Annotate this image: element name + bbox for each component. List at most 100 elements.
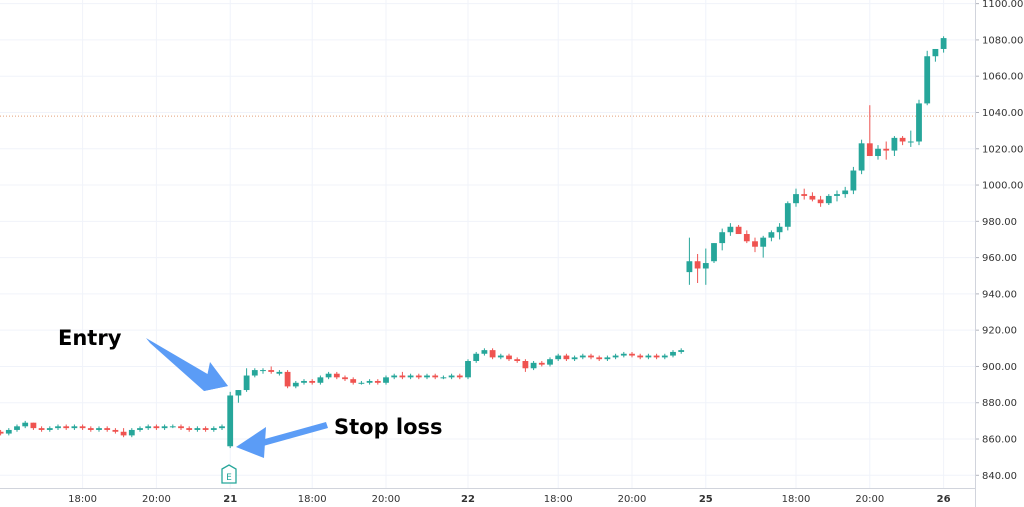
candle[interactable] — [22, 420, 29, 429]
candle[interactable] — [801, 188, 808, 200]
candle[interactable] — [907, 130, 914, 147]
candle[interactable] — [210, 426, 217, 432]
candle[interactable] — [686, 237, 693, 285]
candle[interactable] — [14, 424, 20, 432]
candles[interactable] — [0, 36, 947, 449]
candle[interactable] — [825, 194, 832, 205]
candle[interactable] — [268, 366, 275, 374]
candle[interactable] — [358, 380, 365, 385]
candle[interactable] — [883, 141, 890, 160]
candle[interactable] — [260, 368, 266, 374]
candle[interactable] — [899, 136, 906, 146]
candle[interactable] — [399, 371, 406, 380]
candle[interactable] — [46, 426, 53, 432]
candle[interactable] — [38, 426, 45, 432]
candle[interactable] — [588, 353, 594, 360]
candle[interactable] — [735, 224, 742, 235]
candle[interactable] — [711, 243, 717, 264]
candle[interactable] — [612, 353, 619, 360]
candle[interactable] — [579, 353, 586, 360]
candle[interactable] — [571, 355, 578, 362]
candle[interactable] — [784, 201, 791, 231]
candle[interactable] — [432, 373, 439, 380]
candle[interactable] — [194, 426, 201, 432]
candle[interactable] — [301, 379, 307, 385]
candle[interactable] — [456, 373, 463, 380]
candle[interactable] — [342, 375, 348, 381]
candle[interactable] — [284, 370, 291, 389]
candle[interactable] — [251, 368, 258, 378]
candle[interactable] — [186, 426, 193, 432]
candle[interactable] — [243, 368, 250, 392]
candle[interactable] — [875, 145, 881, 160]
candle[interactable] — [71, 424, 78, 430]
candle[interactable] — [563, 353, 570, 362]
candle[interactable] — [653, 353, 660, 360]
candle[interactable] — [465, 359, 471, 380]
candle[interactable] — [620, 351, 627, 358]
candle[interactable] — [530, 361, 537, 371]
candle[interactable] — [276, 370, 283, 376]
candle[interactable] — [383, 375, 389, 385]
candle[interactable] — [506, 353, 512, 362]
candle[interactable] — [661, 353, 668, 360]
candle[interactable] — [0, 429, 4, 436]
candle[interactable] — [153, 424, 160, 430]
candle[interactable] — [743, 230, 750, 244]
candle[interactable] — [596, 355, 603, 362]
candle[interactable] — [235, 390, 242, 403]
candle[interactable] — [481, 348, 488, 356]
candle[interactable] — [547, 357, 553, 367]
candle[interactable] — [916, 99, 922, 146]
candle[interactable] — [391, 373, 398, 380]
candle[interactable] — [112, 428, 119, 434]
candle[interactable] — [891, 136, 898, 157]
candle[interactable] — [793, 188, 799, 207]
candle[interactable] — [842, 186, 849, 198]
candle[interactable] — [629, 351, 635, 358]
candle[interactable] — [202, 426, 209, 432]
candle[interactable] — [932, 48, 939, 62]
candle[interactable] — [702, 248, 709, 285]
candle[interactable] — [137, 426, 143, 432]
candle[interactable] — [292, 380, 299, 389]
candle[interactable] — [637, 353, 644, 360]
earnings-marker-icon[interactable] — [221, 464, 237, 484]
candle[interactable] — [366, 379, 373, 385]
candle[interactable] — [497, 353, 504, 360]
candle[interactable] — [727, 223, 734, 236]
candle[interactable] — [817, 195, 824, 207]
candle[interactable] — [161, 424, 168, 430]
candle[interactable] — [719, 228, 726, 251]
candle[interactable] — [63, 424, 70, 430]
candle[interactable] — [678, 348, 685, 354]
candle[interactable] — [55, 424, 61, 430]
candle[interactable] — [87, 426, 94, 432]
candle[interactable] — [5, 428, 12, 436]
candle[interactable] — [776, 223, 783, 240]
candle[interactable] — [448, 373, 455, 380]
candle[interactable] — [834, 190, 840, 202]
candle[interactable] — [309, 379, 316, 385]
candle[interactable] — [79, 424, 86, 430]
candle[interactable] — [694, 253, 701, 284]
candle[interactable] — [850, 166, 857, 195]
candle[interactable] — [489, 348, 496, 360]
candle[interactable] — [333, 371, 340, 380]
candle[interactable] — [440, 375, 447, 380]
candle[interactable] — [940, 36, 947, 53]
candle[interactable] — [522, 359, 529, 372]
entry-marker[interactable]: E — [221, 464, 237, 484]
candle[interactable] — [858, 139, 865, 175]
candle[interactable] — [350, 377, 357, 385]
candle[interactable] — [317, 375, 324, 385]
candle[interactable] — [555, 353, 562, 362]
candle[interactable] — [514, 357, 521, 363]
candle[interactable] — [30, 422, 37, 430]
candle[interactable] — [809, 192, 816, 202]
candle[interactable] — [752, 237, 758, 253]
candle[interactable] — [145, 424, 152, 430]
candle[interactable] — [104, 426, 111, 432]
candle[interactable] — [604, 355, 611, 362]
